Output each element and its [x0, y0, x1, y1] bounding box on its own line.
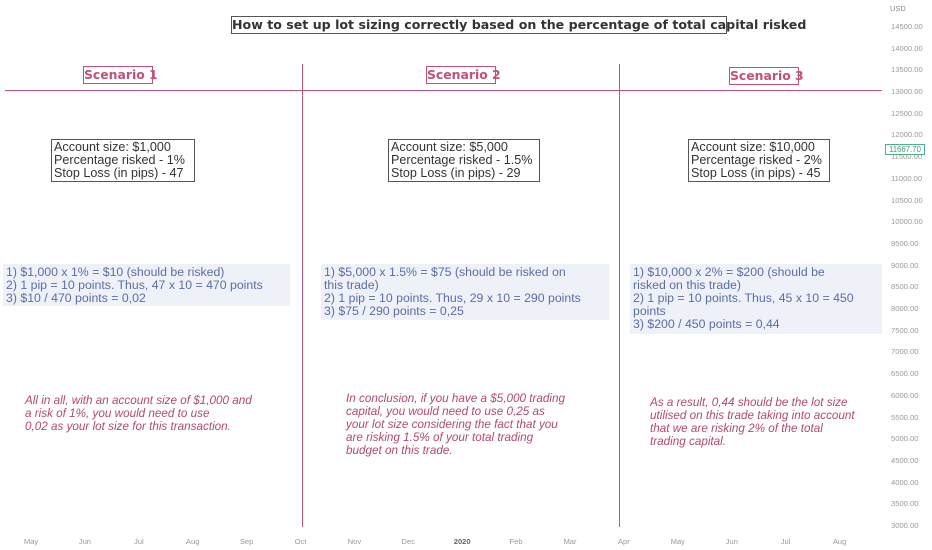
y-tick-label: 12500.00: [891, 108, 923, 118]
y-tick-label: 8500.00: [891, 282, 919, 292]
y-tick-label: 5000.00: [891, 434, 919, 444]
info-line: Stop Loss (in pips) - 47: [54, 166, 184, 180]
info-line: Percentage risked - 1%: [54, 153, 185, 167]
y-tick-label: 5500.00: [891, 412, 919, 422]
calc-line: 2) 1 pip = 10 points. Thus, 47 x 10 = 47…: [6, 278, 263, 292]
note-line: trading capital.: [650, 435, 727, 448]
scenario-1-conclusion: All in all, with an account size of $1,0…: [25, 394, 252, 433]
note-line: As a result, 0,44 should be the lot size: [650, 396, 848, 409]
x-tick-label: Dec: [401, 537, 416, 546]
x-tick-label: Jun: [78, 537, 92, 546]
y-tick-label: 9000.00: [891, 260, 919, 270]
x-tick-label: Nov: [347, 537, 362, 546]
divider-line-2[interactable]: [619, 64, 620, 527]
calc-line: 3) $10 / 470 points = 0,02: [6, 291, 146, 305]
note-line: a risk of 1%, you would need to use: [25, 407, 210, 420]
note-line: your lot size considering the fact that …: [346, 418, 558, 431]
y-tick-label: 8000.00: [891, 304, 919, 314]
y-tick-label: 11500.00: [891, 152, 923, 162]
y-axis-unit: USD: [890, 4, 906, 13]
scenario-3-calculation: 1) $10,000 x 2% = $200 (should be risked…: [630, 264, 882, 334]
note-line: In conclusion, if you have a $5,000 trad…: [346, 392, 565, 405]
x-tick-label: 2020: [453, 537, 471, 546]
note-line: utilised on this trade taking into accou…: [650, 409, 855, 422]
info-line: Account size: $1,000: [54, 140, 171, 154]
x-tick-label: May: [23, 537, 39, 546]
scenario-3-conclusion: As a result, 0,44 should be the lot size…: [650, 396, 855, 448]
scenario-2-info-box: Account size: $5,000 Percentage risked -…: [388, 139, 540, 182]
calc-line: this trade): [324, 278, 379, 292]
note-line: capital, you would need to use 0,25 as: [346, 405, 545, 418]
y-tick-label: 6000.00: [891, 390, 919, 400]
calc-line: points: [633, 304, 666, 318]
y-tick-label: 9500.00: [891, 238, 919, 248]
x-tick-label: Jul: [780, 537, 791, 546]
scenario-3-label: Scenario 3: [729, 67, 804, 85]
info-line: Account size: $10,000: [691, 140, 815, 154]
x-tick-label: Feb: [509, 537, 523, 546]
info-line: Account size: $5,000: [391, 140, 508, 154]
scenario-1-info-box: Account size: $1,000 Percentage risked -…: [51, 139, 195, 182]
horizontal-level-line[interactable]: [5, 90, 882, 91]
chart-title: How to set up lot sizing correctly based…: [231, 16, 807, 34]
scenario-2-label: Scenario 2: [426, 66, 501, 84]
x-tick-label: Aug: [185, 537, 200, 546]
scenario-2-conclusion: In conclusion, if you have a $5,000 trad…: [346, 392, 565, 457]
y-tick-label: 6500.00: [891, 369, 919, 379]
y-tick-label: 10500.00: [891, 195, 923, 205]
y-tick-label: 10000.00: [891, 217, 923, 227]
scenario-1-label: Scenario 1: [83, 66, 158, 84]
calc-line: risked on this trade): [633, 278, 741, 292]
scenario-1-calculation: 1) $1,000 x 1% = $10 (should be risked) …: [3, 264, 290, 306]
y-tick-label: 3500.00: [891, 499, 919, 509]
last-price-badge: 11667.70: [885, 144, 925, 155]
x-tick-label: Oct: [294, 537, 307, 546]
y-tick-label: 14500.00: [891, 22, 923, 31]
y-tick-label: 3000.00: [891, 521, 919, 530]
calc-line: 3) $200 / 450 points = 0,44: [633, 317, 780, 331]
note-line: All in all, with an account size of $1,0…: [25, 394, 252, 407]
y-tick-label: 11000.00: [891, 173, 923, 183]
y-tick-label: 4000.00: [891, 477, 919, 487]
y-tick-label: 13000.00: [891, 87, 923, 97]
x-tick-label: Mar: [563, 537, 577, 546]
x-tick-label: Jul: [133, 537, 144, 546]
note-line: are risking 1.5% of your total trading: [346, 431, 534, 444]
x-tick-label: Sep: [239, 537, 254, 546]
x-tick-label: Aug: [832, 537, 847, 546]
calc-line: 2) 1 pip = 10 points. Thus, 45 x 10 = 45…: [633, 291, 854, 305]
x-tick-label: Apr: [617, 537, 630, 546]
calc-line: 1) $5,000 x 1.5% = $75 (should be risked…: [324, 265, 566, 279]
divider-line-1[interactable]: [302, 64, 303, 527]
calc-line: 2) 1 pip = 10 points. Thus, 29 x 10 = 29…: [324, 291, 581, 305]
info-line: Stop Loss (in pips) - 45: [691, 166, 821, 180]
y-tick-label: 14000.00: [891, 43, 923, 53]
note-line: 0,02 as your lot size for this transacti…: [25, 420, 231, 433]
info-line: Percentage risked - 1.5%: [391, 153, 533, 167]
calc-line: 3) $75 / 290 points = 0,25: [324, 304, 464, 318]
note-line: that we are risking 2% of the total: [650, 422, 823, 435]
y-tick-label: 4500.00: [891, 455, 919, 465]
scenario-3-info-box: Account size: $10,000 Percentage risked …: [688, 139, 830, 182]
info-line: Stop Loss (in pips) - 29: [391, 166, 521, 180]
y-tick-label: 12000.00: [891, 130, 923, 140]
calc-line: 1) $10,000 x 2% = $200 (should be: [633, 265, 825, 279]
y-tick-label: 7500.00: [891, 325, 919, 335]
note-line: budget on this trade.: [346, 444, 453, 457]
x-tick-label: Jun: [725, 537, 738, 546]
y-tick-label: 13500.00: [891, 65, 923, 75]
x-tick-label: May: [670, 537, 685, 546]
scenario-2-calculation: 1) $5,000 x 1.5% = $75 (should be risked…: [321, 264, 609, 320]
calc-line: 1) $1,000 x 1% = $10 (should be risked): [6, 265, 225, 279]
info-line: Percentage risked - 2%: [691, 153, 822, 167]
y-tick-label: 7000.00: [891, 347, 919, 357]
